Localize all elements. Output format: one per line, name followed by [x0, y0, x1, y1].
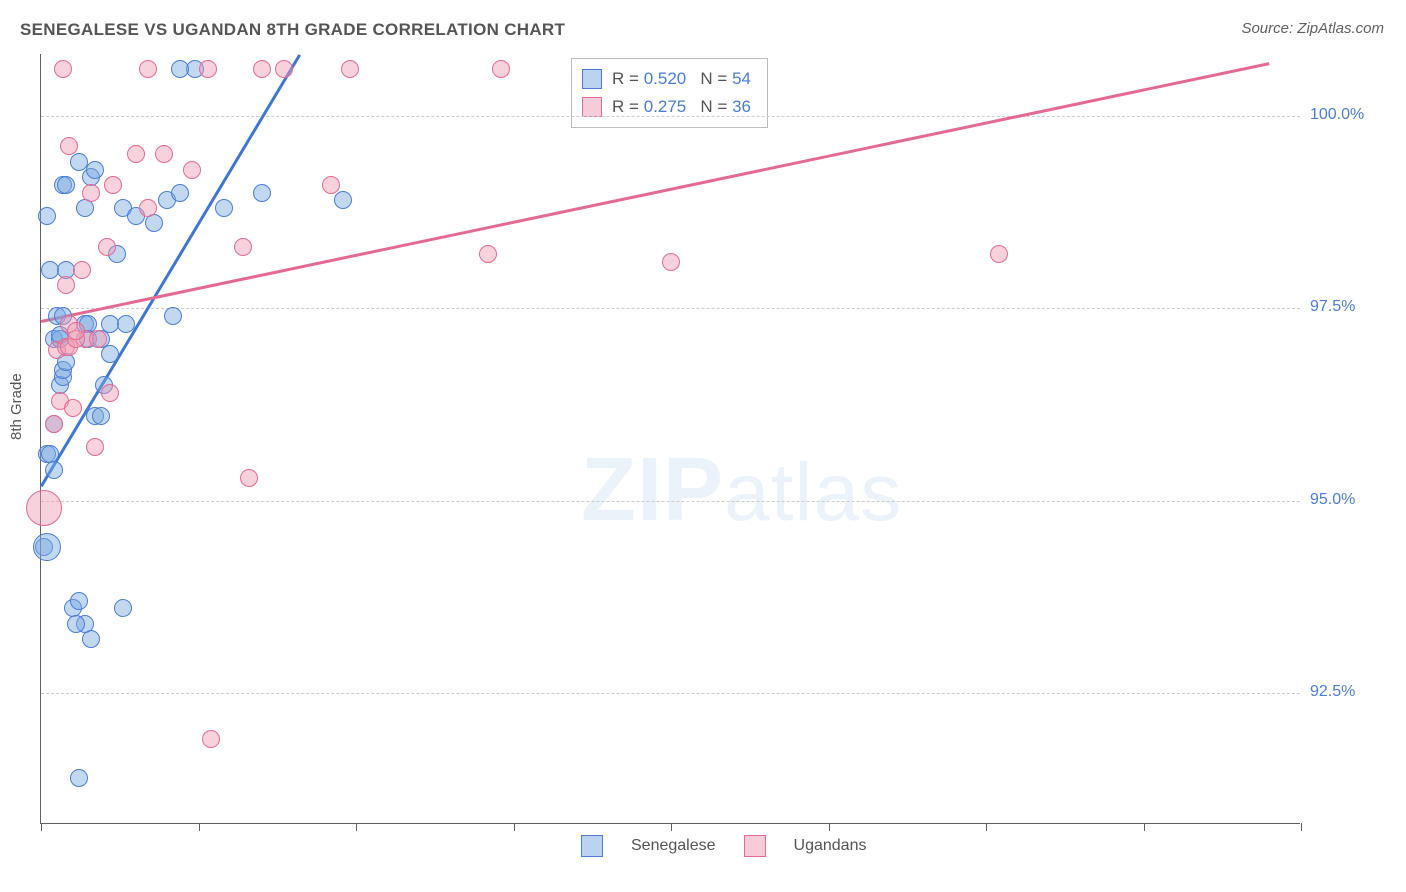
data-point	[215, 199, 233, 217]
data-point	[341, 60, 359, 78]
x-tick	[199, 823, 200, 831]
gridline	[41, 501, 1300, 502]
data-point	[54, 60, 72, 78]
watermark: ZIPatlas	[581, 439, 902, 542]
stats-legend: R = 0.520 N = 54 R = 0.275 N = 36	[571, 58, 768, 128]
stats-row: R = 0.275 N = 36	[582, 93, 751, 121]
x-tick	[41, 823, 42, 831]
swatch-pink-icon	[582, 97, 602, 117]
swatch-blue-icon	[582, 69, 602, 89]
gridline	[41, 693, 1300, 694]
bottom-legend: Senegalese Ugandans	[581, 835, 866, 857]
data-point	[60, 137, 78, 155]
data-point	[155, 145, 173, 163]
data-point	[89, 330, 107, 348]
data-point	[202, 730, 220, 748]
x-tick	[1144, 823, 1145, 831]
y-tick-label: 92.5%	[1310, 683, 1385, 701]
x-tick	[356, 823, 357, 831]
data-point	[82, 184, 100, 202]
data-point	[253, 60, 271, 78]
data-point	[334, 191, 352, 209]
source-label: Source: ZipAtlas.com	[1241, 20, 1384, 37]
data-point	[145, 214, 163, 232]
data-point	[26, 490, 62, 526]
data-point	[990, 245, 1008, 263]
gridline	[41, 116, 1300, 117]
y-tick-label: 100.0%	[1310, 106, 1385, 124]
data-point	[253, 184, 271, 202]
data-point	[86, 161, 104, 179]
gridline	[41, 308, 1300, 309]
data-point	[114, 599, 132, 617]
data-point	[183, 161, 201, 179]
data-point	[67, 615, 85, 633]
swatch-pink-icon	[744, 835, 766, 857]
y-tick-label: 97.5%	[1310, 298, 1385, 316]
data-point	[57, 176, 75, 194]
data-point	[139, 199, 157, 217]
data-point	[275, 60, 293, 78]
data-point	[45, 461, 63, 479]
data-point	[92, 407, 110, 425]
data-point	[57, 276, 75, 294]
chart-title: SENEGALESE VS UGANDAN 8TH GRADE CORRELAT…	[20, 20, 565, 40]
data-point	[164, 307, 182, 325]
data-point	[322, 176, 340, 194]
data-point	[199, 60, 217, 78]
data-point	[70, 592, 88, 610]
data-point	[70, 769, 88, 787]
data-point	[38, 207, 56, 225]
scatter-plot: ZIPatlas R = 0.520 N = 54 R = 0.275 N = …	[40, 54, 1300, 824]
x-tick	[986, 823, 987, 831]
data-point	[171, 60, 189, 78]
data-point	[101, 345, 119, 363]
x-tick	[1301, 823, 1302, 831]
data-point	[76, 199, 94, 217]
data-point	[101, 384, 119, 402]
x-tick	[514, 823, 515, 831]
data-point	[139, 60, 157, 78]
data-point	[171, 184, 189, 202]
legend-label: Ugandans	[794, 837, 867, 855]
x-tick	[829, 823, 830, 831]
data-point	[234, 238, 252, 256]
data-point	[82, 630, 100, 648]
data-point	[98, 238, 116, 256]
legend-label: Senegalese	[631, 837, 716, 855]
data-point	[73, 261, 91, 279]
data-point	[64, 399, 82, 417]
data-point	[33, 533, 61, 561]
data-point	[104, 176, 122, 194]
data-point	[662, 253, 680, 271]
data-point	[86, 438, 104, 456]
stats-row: R = 0.520 N = 54	[582, 65, 751, 93]
swatch-blue-icon	[581, 835, 603, 857]
data-point	[479, 245, 497, 263]
data-point	[45, 415, 63, 433]
data-point	[240, 469, 258, 487]
data-point	[492, 60, 510, 78]
y-axis-label: 8th Grade	[8, 373, 25, 440]
x-tick	[671, 823, 672, 831]
data-point	[127, 145, 145, 163]
y-tick-label: 95.0%	[1310, 491, 1385, 509]
data-point	[67, 322, 85, 340]
data-point	[117, 315, 135, 333]
